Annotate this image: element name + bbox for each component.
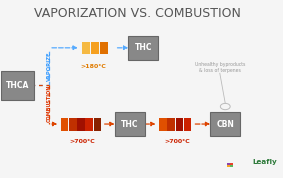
Bar <box>175 118 183 131</box>
Text: Unhealthy byproducts
& loss of terpenes: Unhealthy byproducts & loss of terpenes <box>195 62 245 73</box>
Bar <box>77 118 85 131</box>
Bar <box>61 118 68 131</box>
Bar <box>85 118 93 131</box>
Text: VAPORIZATION VS. COMBUSTION: VAPORIZATION VS. COMBUSTION <box>35 7 241 20</box>
Text: VAPORIZE: VAPORIZE <box>47 51 52 81</box>
Text: >700°C: >700°C <box>69 139 95 144</box>
Bar <box>94 118 101 131</box>
Bar <box>230 163 233 165</box>
Text: THCA: THCA <box>6 81 29 90</box>
Bar <box>159 118 167 131</box>
FancyBboxPatch shape <box>128 36 158 60</box>
Bar <box>69 118 77 131</box>
Bar <box>91 42 99 54</box>
Text: Leafly: Leafly <box>252 159 277 165</box>
FancyBboxPatch shape <box>115 112 145 136</box>
Text: >180°C: >180°C <box>80 64 106 69</box>
Bar <box>100 42 108 54</box>
Bar <box>167 118 175 131</box>
Bar <box>230 165 233 167</box>
Text: >700°C: >700°C <box>165 139 190 144</box>
FancyBboxPatch shape <box>1 72 34 100</box>
Bar <box>227 163 230 165</box>
FancyBboxPatch shape <box>210 112 240 136</box>
Bar <box>184 118 191 131</box>
Text: THC: THC <box>121 120 138 129</box>
Bar <box>227 165 230 167</box>
Text: COMBUSTION: COMBUSTION <box>47 84 52 122</box>
Text: CBN: CBN <box>216 120 234 129</box>
Text: THC: THC <box>135 43 152 52</box>
Bar <box>82 42 90 54</box>
